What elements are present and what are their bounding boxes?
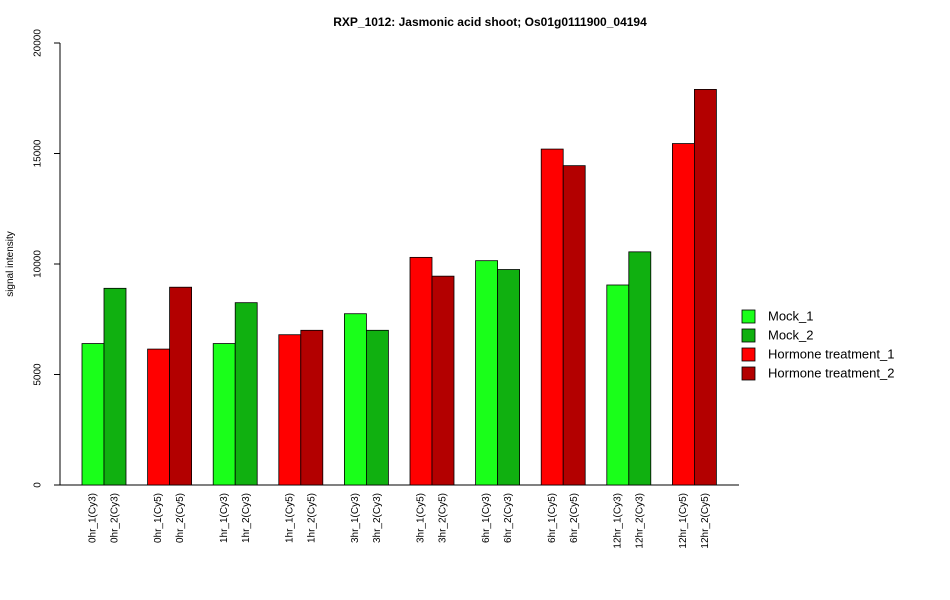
bar-6hr-1-cy3 <box>475 260 499 486</box>
bar-12hr-2-cy3 <box>628 251 652 486</box>
legend-swatch <box>741 366 756 381</box>
bar-0hr-2-cy5 <box>169 286 193 486</box>
legend: Mock_1 Mock_2 Hormone treatment_1 Hormone t… <box>741 308 894 381</box>
legend-label: Hormone treatment_1 <box>768 346 894 361</box>
bar-3hr-2-cy5 <box>431 275 455 486</box>
x-tick-label: 0hr_1(Cy3) <box>88 493 99 543</box>
x-tick-label: 1hr_1(Cy5) <box>284 493 295 543</box>
bar-3hr-1-cy3 <box>343 313 367 486</box>
chart-title: RXP_1012: Jasmonic acid shoot; Os01g0111… <box>333 15 647 29</box>
x-tick-label: 1hr_1(Cy3) <box>219 493 230 543</box>
y-tick-label: 15000 <box>33 139 44 167</box>
x-tick-label: 6hr_1(Cy3) <box>481 493 492 543</box>
x-tick-labels: 0hr_1(Cy3) 0hr_2(Cy3) 0hr_1(Cy5) 0hr_2(Cy5)… <box>88 493 711 549</box>
x-tick-label: 0hr_2(Cy5) <box>175 493 186 543</box>
x-tick-label: 1hr_2(Cy3) <box>241 493 252 543</box>
bar-6hr-1-cy5 <box>540 148 564 486</box>
y-axis: 0 5000 10000 15000 20000 <box>33 29 61 488</box>
legend-label: Hormone treatment_2 <box>768 365 894 380</box>
x-tick-label: 12hr_1(Cy5) <box>678 493 689 549</box>
x-tick-label: 0hr_2(Cy3) <box>110 493 121 543</box>
y-tick-label: 5000 <box>33 363 44 386</box>
y-axis-title: signal intensity <box>5 231 16 297</box>
bar-1hr-1-cy5 <box>278 334 302 486</box>
legend-swatch <box>741 328 756 343</box>
bar-0hr-2-cy3 <box>103 287 127 486</box>
bar-1hr-2-cy5 <box>300 329 324 486</box>
bar-3hr-1-cy5 <box>409 256 433 486</box>
x-tick-label: 12hr_2(Cy5) <box>700 493 711 549</box>
x-tick-label: 3hr_2(Cy5) <box>438 493 449 543</box>
x-tick-label: 12hr_2(Cy3) <box>634 493 645 549</box>
x-tick-label: 0hr_1(Cy5) <box>153 493 164 543</box>
legend-label: Mock_2 <box>768 327 814 342</box>
bar-1hr-1-cy3 <box>212 343 236 486</box>
bar-0hr-1-cy3 <box>81 343 105 486</box>
bar-6hr-2-cy3 <box>497 269 521 486</box>
bar-3hr-2-cy3 <box>365 329 389 486</box>
x-tick-label: 6hr_2(Cy5) <box>569 493 580 543</box>
x-tick-label: 3hr_2(Cy3) <box>372 493 383 543</box>
bar-0hr-1-cy5 <box>147 348 171 486</box>
x-tick-label: 6hr_2(Cy3) <box>503 493 514 543</box>
x-tick-label: 3hr_1(Cy5) <box>416 493 427 543</box>
bar-12hr-2-cy5 <box>694 89 717 486</box>
y-tick-label: 20000 <box>33 29 44 57</box>
legend-swatch <box>741 347 756 362</box>
x-tick-label: 6hr_1(Cy5) <box>547 493 558 543</box>
bar-6hr-2-cy5 <box>562 165 586 486</box>
bar-1hr-2-cy3 <box>234 302 258 486</box>
x-tick-label: 12hr_1(Cy3) <box>612 493 623 549</box>
x-tick-label: 1hr_2(Cy5) <box>306 493 317 543</box>
legend-swatch <box>741 309 756 324</box>
x-tick-label: 3hr_1(Cy3) <box>350 493 361 543</box>
bar-12hr-1-cy5 <box>672 143 695 486</box>
bars <box>81 89 717 486</box>
y-tick-label: 10000 <box>33 250 44 278</box>
y-tick-label: 0 <box>33 482 44 488</box>
bar-12hr-1-cy3 <box>606 284 630 486</box>
legend-label: Mock_1 <box>768 308 814 323</box>
